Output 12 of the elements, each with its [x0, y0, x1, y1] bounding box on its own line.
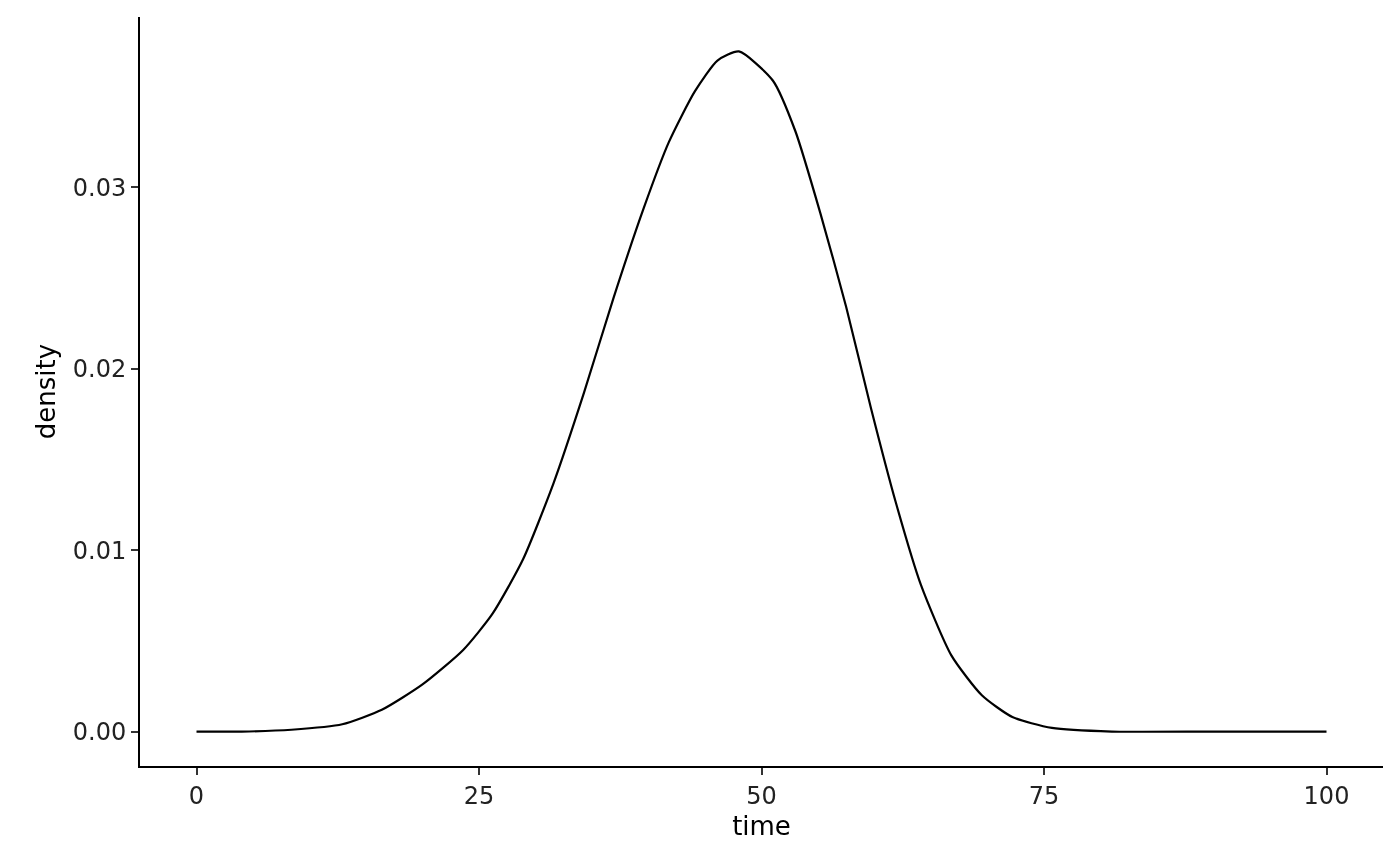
x-tick-label: 100 [1303, 781, 1350, 810]
line-series [195, 50, 1328, 733]
x-tick-label: 0 [188, 781, 205, 810]
y-axis-title: density [30, 343, 61, 440]
y-tick-label: 0.02 [72, 355, 127, 384]
x-tick-label: 25 [463, 781, 495, 810]
y-tick-label: 0.01 [72, 536, 127, 565]
x-axis-title: time [732, 811, 791, 841]
x-tick-label: 50 [746, 781, 777, 810]
y-tick-label: 0.03 [72, 173, 127, 202]
x-tick-label: 75 [1028, 781, 1060, 810]
y-tick-label: 0.00 [72, 717, 127, 746]
